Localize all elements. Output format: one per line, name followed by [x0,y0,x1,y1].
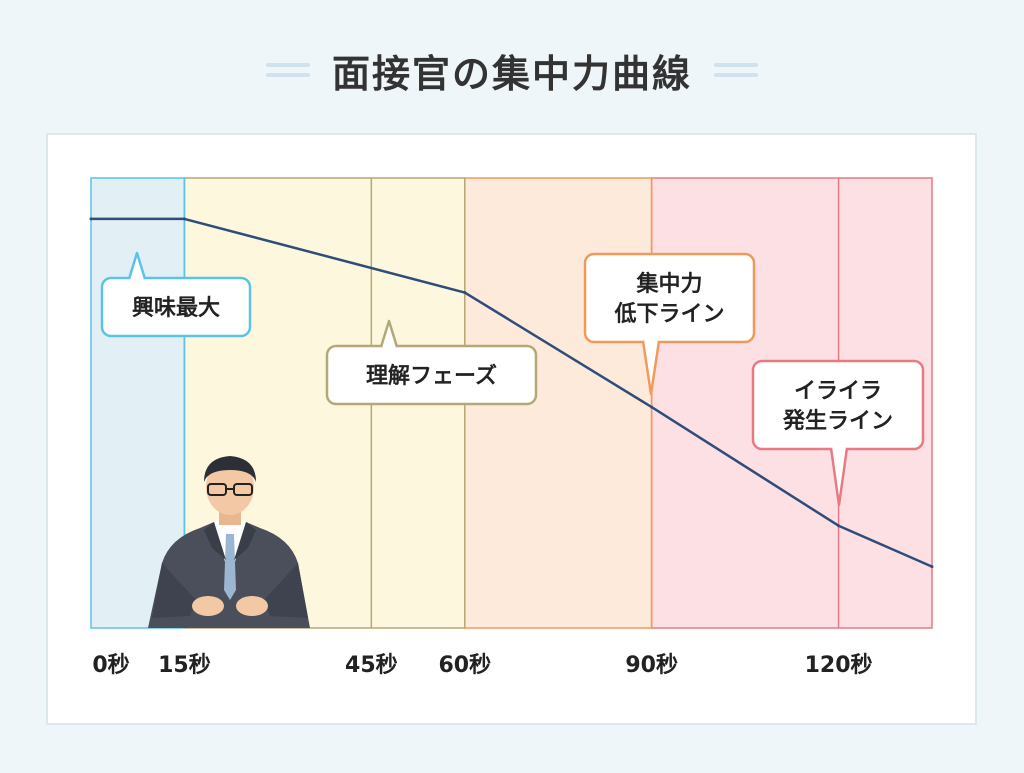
annotation-drop: 集中力低下ライン [583,252,756,396]
annotation-label-line: 興味最大 [132,296,220,321]
annotation-box [751,359,925,451]
plot-layer [89,217,934,569]
x-axis-tick-labels: 0秒 15秒 45秒 60秒 90秒 120秒 [92,653,872,678]
annotation-label-line: 理解フェーズ [366,363,497,389]
annotation-label: 集中力低下ライン [613,271,724,327]
annotation-label-line: 集中力 [635,271,702,297]
x-tick-label: 0秒 [92,653,129,678]
annotation-label-line: イライラ [794,379,882,404]
x-tick-label: 120秒 [805,653,873,678]
interviewer-illustration [148,456,310,628]
annotation-understanding: 理解フェーズ [325,319,538,406]
annotation-label-line: 発生ライン [782,409,893,434]
x-tick-label: 45秒 [345,653,398,678]
data-point [650,405,654,409]
annotation-pointer [379,319,399,348]
annotation-pointer [641,340,661,396]
x-tick-label: 90秒 [625,653,678,678]
annotation-interest: 興味最大 [100,251,252,338]
data-point [182,217,186,221]
annotation-label: 興味最大 [132,296,220,321]
data-point [837,524,841,528]
annotation-label-line: 低下ライン [613,302,724,327]
annotation-pointer [127,251,147,280]
annotation-irritation: イライラ発生ライン [751,359,925,507]
data-point [89,217,93,221]
annotation-pointer [829,447,849,507]
annotation-box [100,276,252,338]
x-tick-label: 15秒 [158,653,211,678]
x-tick-label: 60秒 [438,653,491,678]
concentration-line [91,217,933,568]
data-point [463,291,467,295]
title-area: 面接官の集中力曲線 [0,40,1024,100]
annotation-label: イライラ発生ライン [782,379,893,434]
data-point [930,565,934,569]
annotation-box [325,344,538,406]
title-right-decoration [714,63,758,77]
annotation-box [583,252,756,344]
chart-title: 面接官の集中力曲線 [331,51,692,96]
annotation-label: 理解フェーズ [366,363,497,389]
title-left-decoration [265,63,310,77]
